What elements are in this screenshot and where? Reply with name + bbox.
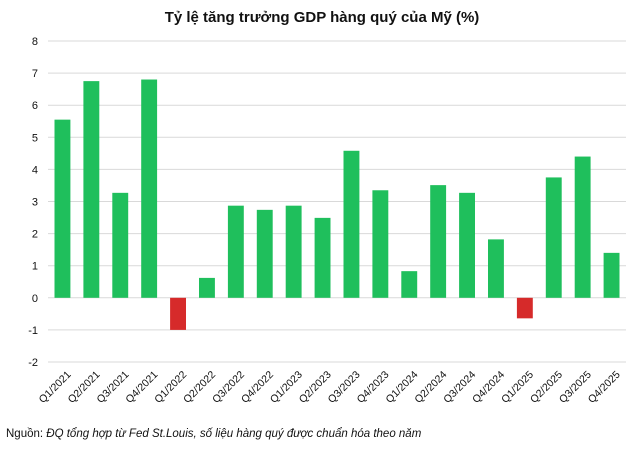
source-note: Nguồn: ĐQ tổng hợp từ Fed St.Louis, số l… [6,428,421,440]
bar-q3-2022 [227,205,244,298]
y-axis-ticks: 8 7 6 5 4 3 2 1 0 -1 -2 [28,36,38,369]
bar-q1-2021 [54,119,71,298]
bar-q3-2024 [459,192,475,298]
bar-q2-2025 [545,177,562,298]
bars [54,79,620,330]
y-tick-label: -2 [28,357,38,369]
x-axis-ticks: Q1/2021Q2/2021Q3/2021Q4/2021Q1/2022Q2/20… [37,369,623,406]
y-tick-label: 5 [32,132,38,144]
source-text: ĐQ tổng hợp từ Fed St.Louis, số liệu hàn… [46,428,422,440]
bar-q1-2022 [170,297,186,330]
source-label: Nguồn: [6,428,44,440]
y-tick-label: 4 [32,164,38,176]
bar-q1-2025 [516,297,533,319]
bar-q1-2023 [285,205,302,298]
y-tick-label: -1 [28,325,38,337]
bar-q3-2025 [574,156,591,298]
y-tick-label: 2 [32,229,38,241]
bar-q4-2025 [603,252,620,298]
bar-q2-2021 [83,81,100,298]
bar-q2-2024 [430,185,447,298]
bar-q4-2024 [488,239,504,298]
y-tick-label: 7 [32,68,38,80]
y-gridlines [48,40,626,363]
bar-q4-2022 [256,209,273,298]
chart-title: Tỷ lệ tăng trưởng GDP hàng quý của Mỹ (%… [165,9,480,26]
y-tick-label: 1 [32,261,38,273]
bar-q4-2023 [372,190,389,298]
bar-q2-2022 [199,277,215,298]
y-tick-label: 6 [32,100,38,112]
y-tick-label: 0 [32,293,38,305]
bar-q3-2023 [343,150,360,298]
y-tick-label: 3 [32,197,38,209]
bar-q3-2021 [112,192,129,298]
bar-q1-2024 [401,271,418,298]
y-tick-label: 8 [32,36,38,48]
x-tick-label: Q4/2025 [586,369,623,406]
bar-q2-2023 [314,217,331,298]
bar-q4-2021 [141,79,158,298]
